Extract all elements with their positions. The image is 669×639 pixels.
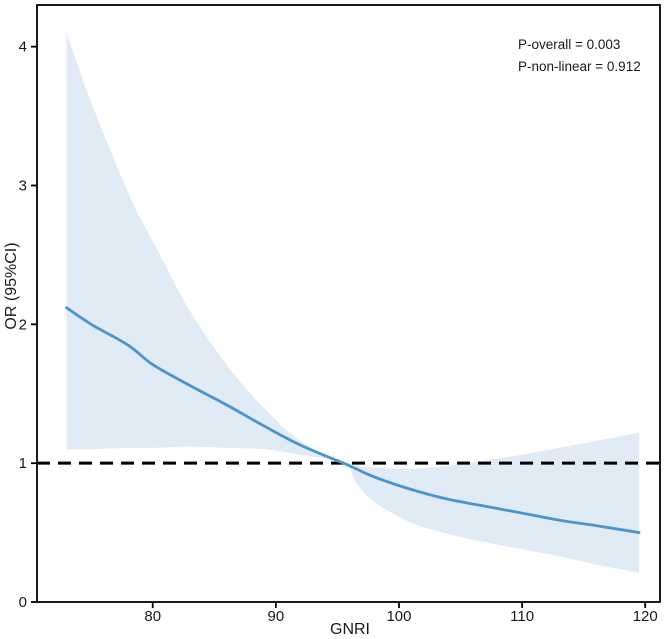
- x-tick-label: 100: [386, 608, 411, 625]
- x-tick-label: 110: [510, 608, 534, 625]
- y-tick-label: 2: [19, 316, 27, 333]
- panel-border: [36, 4, 661, 603]
- or-curve: [65, 306, 641, 534]
- panel-border-rect: [36, 4, 661, 603]
- ci-band-area: [66, 32, 640, 573]
- y-tick-label: 4: [19, 39, 27, 56]
- confidence-band: [66, 32, 640, 573]
- annotation-p-overall: P-overall = 0.003: [518, 37, 620, 52]
- or-spline-line: [65, 306, 641, 534]
- y-axis-title: OR (95%CI): [3, 242, 20, 329]
- y-tick-label: 0: [19, 594, 27, 611]
- x-tick-label: 120: [633, 608, 658, 625]
- x-tick-label: 80: [144, 608, 161, 625]
- annotation-p-nonlinear: P-non-linear = 0.912: [518, 59, 641, 74]
- x-axis-title: GNRI: [330, 621, 370, 638]
- y-tick-label: 3: [19, 177, 27, 194]
- axis-ticks: 80 90 100 110 120 0 1 2 3 4: [19, 39, 658, 625]
- x-tick-label: 90: [268, 608, 285, 625]
- y-tick-label: 1: [19, 455, 27, 472]
